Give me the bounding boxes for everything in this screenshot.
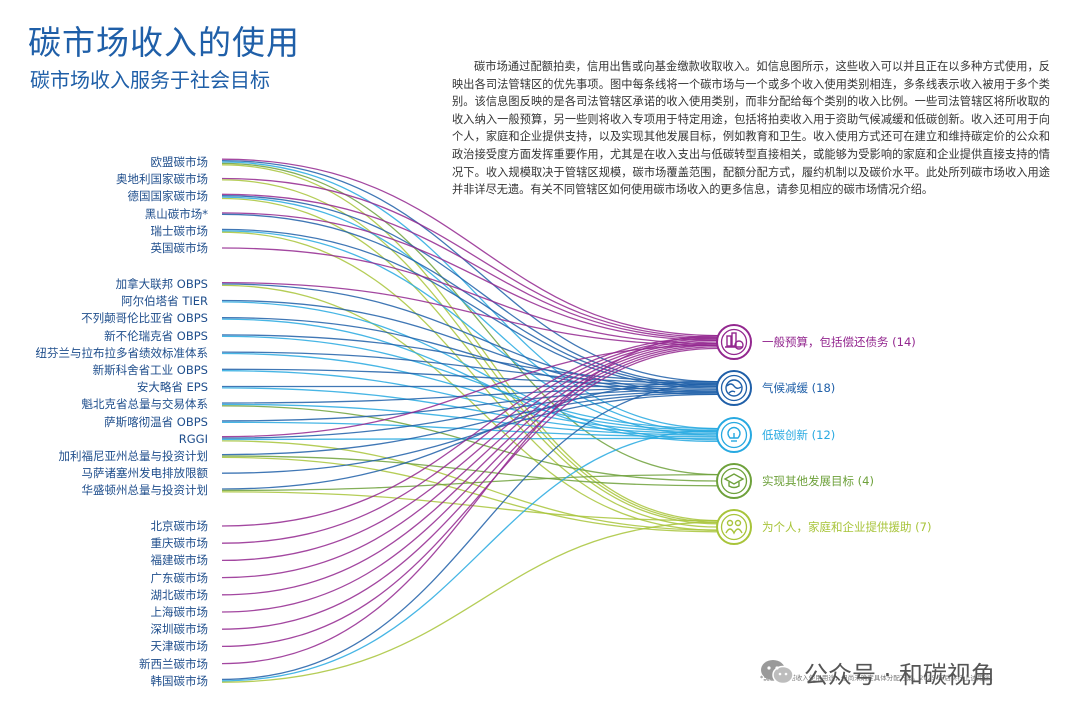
flow-line	[221, 491, 719, 522]
flow-line	[221, 196, 719, 433]
flow-line	[221, 346, 719, 630]
market-label: 广东碳市场	[150, 570, 209, 585]
market-label: 英国碳市场	[150, 241, 209, 255]
category-label: 为个人，家庭和企业提供援助 (7)	[762, 520, 932, 534]
market-label: 新不伦瑞克省 OBPS	[104, 328, 208, 343]
market-label: 奥地利国家碳市场	[116, 172, 208, 187]
market-label: 德国国家碳市场	[127, 189, 209, 204]
flow-line	[221, 351, 719, 384]
flow-line	[221, 213, 719, 388]
flow-line	[221, 281, 719, 346]
flow-line	[221, 352, 719, 431]
flow-line	[221, 318, 719, 443]
flow-line	[221, 382, 719, 681]
market-label: 北京碳市场	[150, 519, 209, 533]
flow-line	[221, 212, 719, 342]
market-label: 马萨诸塞州发电排放限额	[81, 466, 209, 481]
flow-line	[221, 437, 719, 441]
market-label: 阿尔伯塔省 TIER	[121, 294, 208, 309]
flow-line	[221, 159, 719, 383]
flow-line	[221, 179, 719, 523]
innovation-icon	[716, 417, 752, 453]
category-label: 低碳创新 (12)	[762, 428, 836, 442]
flow-line	[221, 195, 719, 386]
flow-line	[221, 456, 719, 533]
market-label: 萨斯喀彻温省 OBPS	[104, 414, 208, 429]
flow-line	[221, 405, 719, 482]
market-label: RGGI	[178, 431, 208, 446]
flow-line	[221, 317, 719, 396]
flow-line	[221, 162, 719, 476]
flow-line	[221, 334, 719, 383]
market-label: 加利福尼亚州总量与投资计划	[58, 449, 209, 463]
market-label: 深圳碳市场	[150, 622, 209, 637]
flow-line	[221, 390, 719, 439]
flow-line	[221, 335, 719, 430]
description-paragraph: 碳市场通过配额拍卖，信用出售或向基金缴款收取收入。如信息图所示，这些收入可以并且…	[452, 60, 1050, 197]
flow-line	[221, 334, 719, 665]
footnote: *黑山已承诺收入使用用途，但尚未确定具体分配方案。2025 年后实行上述用途。	[760, 674, 997, 682]
market-label: 安大略省 EPS	[136, 380, 208, 395]
flow-line	[221, 440, 719, 531]
market-label: 湖北碳市场	[150, 587, 209, 602]
page-title: 碳市场收入的使用	[28, 23, 300, 62]
flow-line	[221, 342, 719, 596]
market-label: 上海碳市场	[150, 605, 209, 619]
flow-line	[221, 339, 719, 562]
flow-line	[221, 388, 719, 422]
market-label: 华盛顿州总量与投资计划	[81, 483, 209, 498]
watermark: 公众号 · 和碳视角	[760, 652, 995, 692]
flow-line	[221, 368, 719, 386]
flow-line	[221, 283, 719, 392]
flow-line	[221, 380, 719, 490]
flow-line	[221, 284, 719, 531]
market-label: 新西兰碳市场	[139, 656, 208, 671]
flow-line	[221, 158, 719, 337]
flow-line	[221, 177, 719, 338]
market-label: 瑞士碳市场	[150, 223, 209, 238]
market-label: 纽芬兰与拉布拉多省绩效标准体系	[35, 345, 209, 360]
flow-line	[221, 473, 719, 492]
market-label: 魁北克省总量与交易体系	[81, 397, 209, 412]
market-label: 欧盟碳市场	[150, 155, 209, 169]
market-label: 福建碳市场	[150, 553, 209, 568]
market-label: 天津碳市场	[150, 639, 209, 654]
flow-line	[221, 197, 719, 525]
budget-icon	[716, 324, 752, 360]
market-label: 黑山碳市场*	[144, 206, 208, 221]
market-label: 韩国碳市场	[150, 673, 209, 688]
watermark-text: 公众号 · 和碳视角	[804, 660, 995, 689]
flow-line	[221, 387, 719, 404]
globe-icon	[716, 370, 752, 406]
flow-line	[221, 336, 719, 527]
flow-line	[221, 387, 719, 435]
graduation-icon	[716, 463, 752, 499]
wechat-icon	[761, 660, 794, 685]
flow-line	[221, 344, 719, 613]
flow-line	[221, 193, 719, 340]
category-label: 实现其他发展目标 (4)	[762, 474, 874, 488]
market-label: 新斯科舍省工业 OBPS	[92, 363, 208, 377]
flow-line	[221, 429, 719, 682]
page-subtitle: 碳市场收入服务于社会目标	[30, 68, 270, 92]
flow-line	[221, 247, 719, 345]
flow-line	[221, 164, 719, 522]
flow-line	[221, 341, 719, 579]
support-icon	[716, 509, 752, 545]
flow-line	[221, 421, 719, 438]
market-label: 重庆碳市场	[150, 536, 209, 551]
flow-line	[221, 338, 719, 544]
flow-line	[221, 392, 719, 456]
category-label: 一般预算，包括偿还债务 (14)	[762, 335, 916, 349]
market-label: 不列颠哥伦比亚省 OBPS	[81, 311, 208, 326]
flow-line	[221, 370, 719, 433]
flow-line	[221, 521, 719, 683]
category-label: 气候减缓 (18)	[762, 381, 836, 395]
flow-line	[221, 347, 719, 648]
flow-line	[221, 455, 719, 487]
flow-line	[221, 403, 719, 436]
flow-line	[221, 301, 719, 441]
market-label: 加拿大联邦 OBPS	[115, 277, 208, 291]
